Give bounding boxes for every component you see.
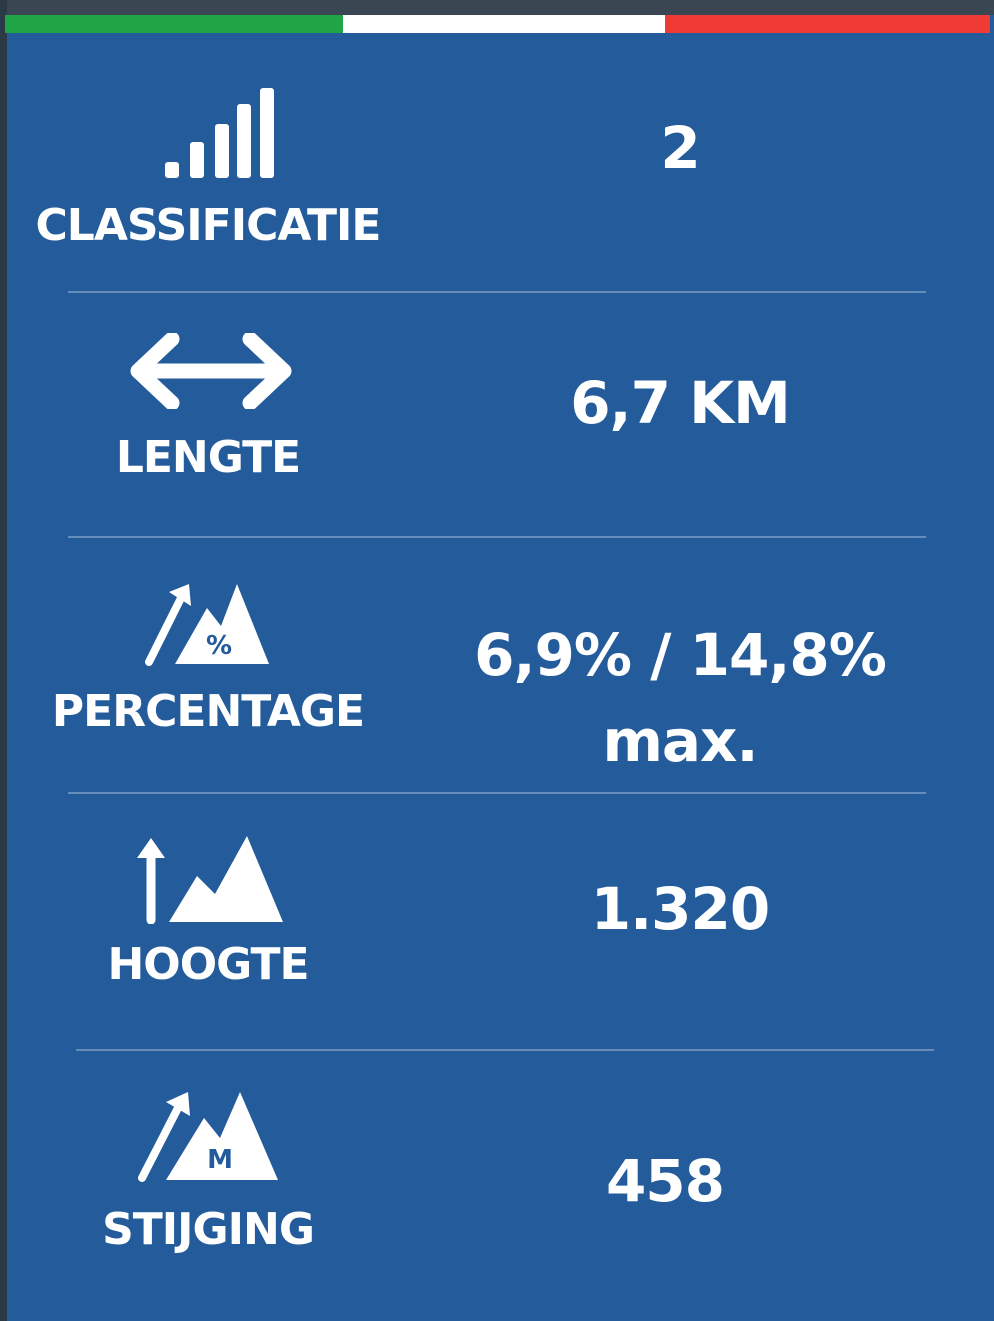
svg-text:%: % — [206, 631, 232, 661]
row-label: CLASSIFICATIE — [0, 198, 416, 254]
divider — [68, 536, 926, 538]
arrow-icon — [130, 333, 292, 409]
percentage-icon: % — [145, 582, 271, 666]
svg-text:M: M — [207, 1145, 233, 1175]
row-value: 2 — [440, 105, 920, 191]
signal-icon — [165, 86, 277, 180]
photo-top — [0, 0, 994, 15]
row-value: 6,9% / 14,8% max. — [440, 612, 920, 784]
row-label: STIJGING — [0, 1202, 416, 1258]
row-label: PERCENTAGE — [0, 684, 416, 740]
flag-red — [665, 15, 990, 33]
flag-white — [343, 15, 665, 33]
stats-card: CLASSIFICATIE 2 LENGTE 6,7 KM % PERCENTA… — [0, 0, 994, 1321]
divider — [76, 1049, 934, 1051]
row-value: 458 — [425, 1138, 905, 1224]
row-value: 1.320 — [440, 866, 920, 952]
row-label: LENGTE — [0, 430, 416, 486]
row-label: HOOGTE — [0, 937, 416, 993]
climb-icon: M — [138, 1088, 280, 1182]
height-icon — [135, 834, 285, 924]
flag-green — [5, 15, 343, 33]
row-value: 6,7 KM — [440, 360, 920, 446]
divider — [68, 792, 926, 794]
divider — [68, 291, 926, 293]
